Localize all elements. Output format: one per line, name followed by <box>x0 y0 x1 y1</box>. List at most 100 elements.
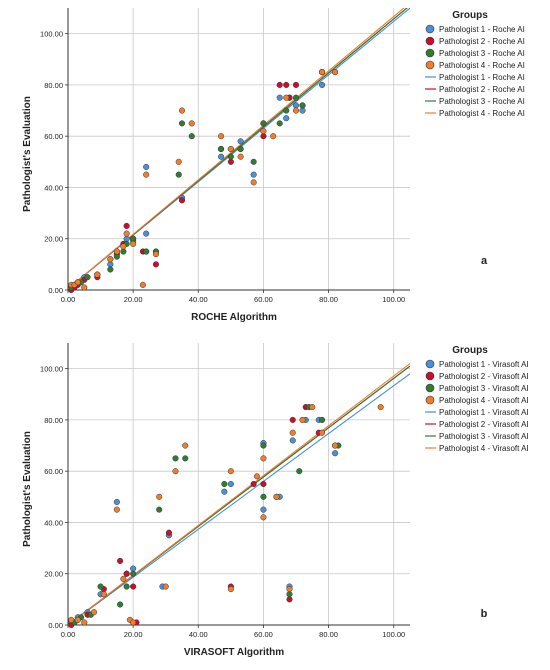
legend-entry: Pathologist 2 - Roche AI <box>439 85 525 94</box>
data-point-series-4 <box>319 69 326 76</box>
data-point-series-1 <box>299 107 306 114</box>
legend-entry: Pathologist 1 - Virasoft AI <box>439 408 529 417</box>
data-point-series-4 <box>237 153 244 160</box>
data-point-series-4 <box>113 248 120 255</box>
x-tick-label: 40.00 <box>189 630 208 639</box>
data-point-series-4 <box>188 120 195 127</box>
data-point-series-3 <box>299 102 306 109</box>
data-point-series-1 <box>123 235 130 242</box>
data-point-series-3 <box>188 133 195 140</box>
data-point-series-4 <box>120 243 127 250</box>
x-tick-label: 100.00 <box>382 630 405 639</box>
data-point-series-3 <box>296 468 303 475</box>
data-point-series-1 <box>332 450 339 457</box>
data-point-series-1 <box>221 488 228 495</box>
data-point-series-4 <box>74 279 81 286</box>
data-point-series-3 <box>260 442 267 449</box>
data-point-series-1 <box>292 102 300 109</box>
data-point-series-2 <box>123 222 130 229</box>
data-point-series-3 <box>182 455 189 462</box>
data-point-series-4 <box>332 69 339 76</box>
data-point-series-4 <box>332 442 339 449</box>
legend-entry: Pathologist 4 - Roche AI <box>439 109 525 118</box>
data-point-series-4 <box>107 256 114 263</box>
data-point-series-3 <box>260 120 267 127</box>
legend-entry: Pathologist 4 - Virasoft AI <box>439 396 529 405</box>
y-tick-label: 80.00 <box>44 81 63 90</box>
legend-marker-point <box>425 395 435 405</box>
data-point-series-2 <box>286 596 293 603</box>
y-tick-label: 0.00 <box>48 286 63 295</box>
legend-entry: Pathologist 1 - Roche AI <box>439 25 525 34</box>
data-point-series-3 <box>84 274 91 281</box>
y-tick-label: 0.00 <box>48 621 63 630</box>
panel-label: b <box>481 608 488 620</box>
data-point-series-2 <box>289 416 296 423</box>
legend-entry: Pathologist 3 - Roche AI <box>439 97 525 106</box>
data-point-series-2 <box>283 81 290 88</box>
data-point-series-4 <box>260 455 267 462</box>
y-tick-label: 60.00 <box>44 467 63 476</box>
data-point-series-4 <box>143 171 150 178</box>
x-tick-label: 0.00 <box>61 630 76 639</box>
data-point-series-4 <box>162 583 169 590</box>
data-point-series-2 <box>292 81 300 88</box>
data-point-series-4 <box>68 616 75 623</box>
data-point-series-4 <box>100 591 107 598</box>
data-point-series-3 <box>97 583 104 590</box>
legend-marker-point <box>425 60 435 70</box>
data-point-series-4 <box>319 429 326 436</box>
y-tick-label: 80.00 <box>44 416 63 425</box>
data-point-series-2 <box>152 261 159 268</box>
data-point-series-3 <box>113 253 120 260</box>
x-tick-label: 0.00 <box>61 295 76 304</box>
data-point-series-1 <box>218 153 225 160</box>
data-point-series-2 <box>178 197 186 204</box>
fit-line-series-1 <box>68 373 410 625</box>
data-point-series-3 <box>286 591 293 598</box>
x-tick-label: 100.00 <box>382 295 405 304</box>
legend-marker-point <box>425 36 435 46</box>
panel-label: a <box>481 255 488 267</box>
data-point-series-3 <box>292 94 300 101</box>
scatter-chart-roche: 0.00 20.00 40.00 60.00 80.00 100.00 0.00 20.00 4… <box>22 8 525 323</box>
data-point-series-4 <box>175 158 182 165</box>
y-axis-title: Pathologist's Evaluation <box>22 96 33 212</box>
data-point-series-3 <box>237 145 244 153</box>
y-tick-label: 40.00 <box>44 183 63 192</box>
x-tick-label: 60.00 <box>254 630 273 639</box>
legend-entry: Pathologist 3 - Virasoft AI <box>439 384 529 393</box>
data-point-series-3 <box>117 601 124 608</box>
data-point-series-4 <box>260 514 267 521</box>
data-point-series-4 <box>74 616 81 623</box>
legend-marker-point <box>425 359 435 369</box>
y-axis-title: Pathologist's Evaluation <box>22 431 33 547</box>
data-point-series-3 <box>130 570 137 577</box>
data-point-series-3 <box>156 506 163 513</box>
legend-title: Groups <box>452 10 488 21</box>
data-point-series-4 <box>227 586 234 593</box>
y-tick-label: 100.00 <box>40 30 63 39</box>
legend-marker-point <box>425 24 435 34</box>
data-point-series-4 <box>123 230 130 237</box>
data-point-series-3 <box>172 455 179 462</box>
data-point-series-1 <box>143 230 150 237</box>
data-point-series-3 <box>221 480 228 488</box>
x-tick-label: 20.00 <box>124 630 143 639</box>
scatter-chart-virasoft: 0.00 20.00 40.00 60.00 80.00 100.00 0.00 20.00 4… <box>22 343 529 658</box>
data-point-series-1 <box>260 506 267 513</box>
data-point-series-4 <box>309 404 316 411</box>
data-point-series-4 <box>156 493 163 500</box>
data-point-series-4 <box>227 145 234 153</box>
legend-entry: Pathologist 2 - Virasoft AI <box>439 372 529 381</box>
data-point-series-2 <box>260 133 267 140</box>
data-point-series-2 <box>165 529 173 536</box>
data-point-series-4 <box>130 240 137 247</box>
data-point-series-3 <box>283 107 290 114</box>
data-point-series-2 <box>123 570 130 577</box>
y-tick-label: 20.00 <box>44 570 63 579</box>
data-point-series-4 <box>130 619 137 626</box>
legend-entry: Pathologist 2 - Virasoft AI <box>439 420 529 429</box>
legend-entry: Pathologist 3 - Virasoft AI <box>439 432 529 441</box>
x-tick-label: 60.00 <box>254 295 273 304</box>
